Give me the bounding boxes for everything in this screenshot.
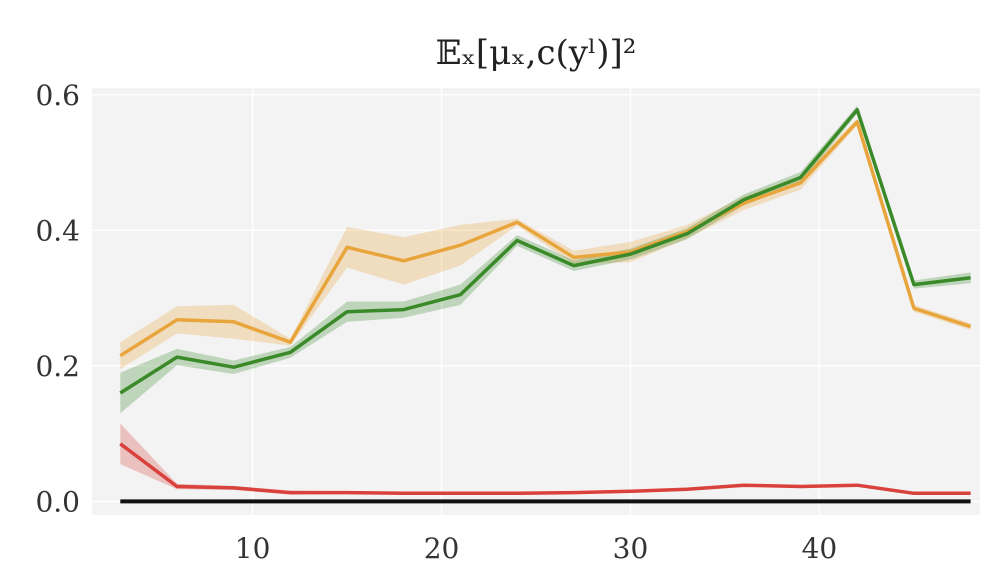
x-tick-label: 40	[802, 532, 838, 565]
x-tick-label: 10	[235, 532, 271, 565]
plot-area	[92, 88, 980, 515]
x-axis: 10 20 30 40	[235, 532, 837, 565]
y-tick-label: 0.2	[35, 350, 80, 383]
series-line-0	[119, 120, 972, 358]
x-tick-label: 30	[613, 532, 649, 565]
series-line-2	[119, 442, 971, 496]
series-line-1	[119, 107, 971, 395]
chart-title: 𝔼ₓ[μₓ,c(yˡ)]²	[436, 33, 637, 73]
y-axis: 0.0 0.2 0.4 0.6	[35, 79, 80, 519]
y-tick-label: 0.4	[35, 214, 80, 247]
series-lines	[119, 107, 972, 504]
x-tick-label: 20	[424, 532, 460, 565]
series-band-0	[120, 118, 971, 370]
y-tick-label: 0.6	[35, 79, 80, 112]
y-tick-label: 0.0	[35, 485, 80, 518]
